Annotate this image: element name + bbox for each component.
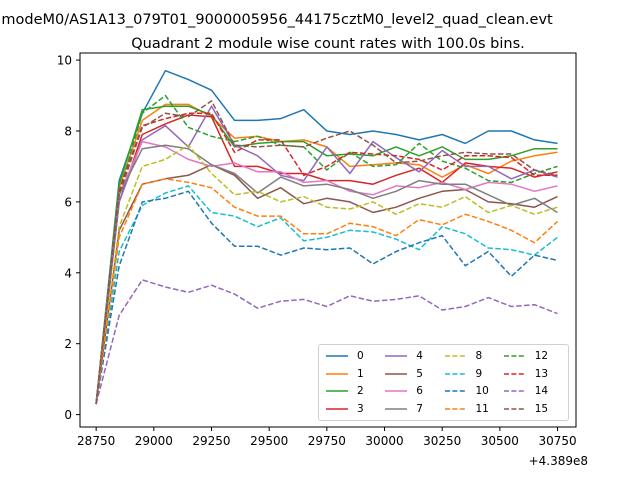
x-axis-offset-label: +4.389e8 [528,454,588,468]
y-tick-label: 10 [57,54,72,68]
x-tick-label: 29250 [192,434,230,448]
x-tick-label: 29500 [250,434,288,448]
legend-item-5: 5 [384,365,443,383]
series-line-10 [95,190,558,405]
series-line-4 [95,105,558,405]
series-line-8 [95,144,558,405]
legend-swatch [503,408,526,410]
x-tick-label: 30750 [538,434,576,448]
legend-item-11: 11 [444,400,503,418]
legend-label: 0 [357,349,364,362]
legend-item-12: 12 [503,347,562,365]
x-tick-label: 30000 [365,434,403,448]
legend-label: 11 [475,403,489,416]
legend-swatch [385,372,408,375]
legend-swatch [503,390,526,393]
legend-item-10: 10 [444,383,503,401]
legend-item-14: 14 [503,383,562,401]
legend-label: 6 [416,385,423,398]
legend-swatch [326,390,348,393]
series-line-5 [95,163,558,405]
series-line-14 [95,279,558,405]
legend-swatch [503,372,526,375]
legend-item-2: 2 [325,383,384,401]
legend-label: 10 [475,385,489,398]
legend-label: 12 [534,349,549,362]
legend-swatch [326,372,348,375]
legend-item-4: 4 [384,347,443,365]
chart-legend: 0 1 2 3 4 5 6 7 8 9 10 11 12 13 14 15 [318,344,569,421]
series-line-7 [95,144,558,405]
legend-item-3: 3 [325,400,384,418]
x-tick-label: 30250 [423,434,461,448]
legend-swatch [444,390,467,393]
series-line-13 [95,112,558,405]
legend-swatch [385,355,408,357]
y-tick-label: 2 [64,337,72,351]
series-line-15 [95,100,558,405]
series-line-12 [95,94,558,405]
series-line-0 [95,69,558,405]
series-line-6 [95,140,558,405]
legend-item-0: 0 [325,347,384,365]
y-tick-label: 6 [64,195,72,209]
y-tick-label: 0 [64,408,72,422]
legend-label: 2 [357,385,364,398]
legend-item-1: 1 [325,365,384,383]
legend-swatch [326,408,348,410]
legend-label: 4 [416,349,423,362]
x-tick-label: 28750 [77,434,115,448]
legend-label: 5 [416,367,423,380]
legend-label: 15 [534,403,549,416]
legend-swatch [444,372,467,375]
legend-item-6: 6 [384,383,443,401]
figure-suptitle: Data from file: modeM0/AS1A13_079T01_900… [0,12,553,28]
y-tick-label: 8 [64,124,72,138]
legend-item-7: 7 [384,400,443,418]
legend-item-9: 9 [444,365,503,383]
y-axis: 0 2 4 6 8 10 [57,54,80,422]
legend-label: 3 [357,403,364,416]
series-layer [95,69,559,405]
legend-label: 1 [357,367,364,380]
legend-swatch [385,390,408,393]
series-line-2 [95,105,558,405]
legend-swatch [326,355,348,357]
series-line-9 [95,185,558,405]
legend-label: 8 [475,349,483,362]
legend-label: 9 [475,367,483,380]
legend-swatch [503,355,526,357]
legend-swatch [444,408,467,410]
legend-swatch [444,355,467,357]
legend-item-8: 8 [444,347,503,365]
legend-label: 7 [416,403,423,416]
legend-item-13: 13 [503,365,562,383]
x-tick-label: 30500 [481,434,519,448]
legend-item-15: 15 [503,400,562,418]
legend-swatch [385,408,408,410]
chart-title: Quadrant 2 module wise count rates with … [131,36,525,52]
legend-label: 14 [534,385,549,398]
x-tick-label: 29000 [135,434,173,448]
x-axis: 28750 29000 29250 29500 29750 30000 30250 30500… [77,427,577,448]
y-tick-label: 4 [64,266,72,280]
plot-frame [79,52,577,428]
legend-label: 13 [534,367,549,380]
series-line-11 [95,178,559,405]
x-tick-label: 29750 [308,434,346,448]
